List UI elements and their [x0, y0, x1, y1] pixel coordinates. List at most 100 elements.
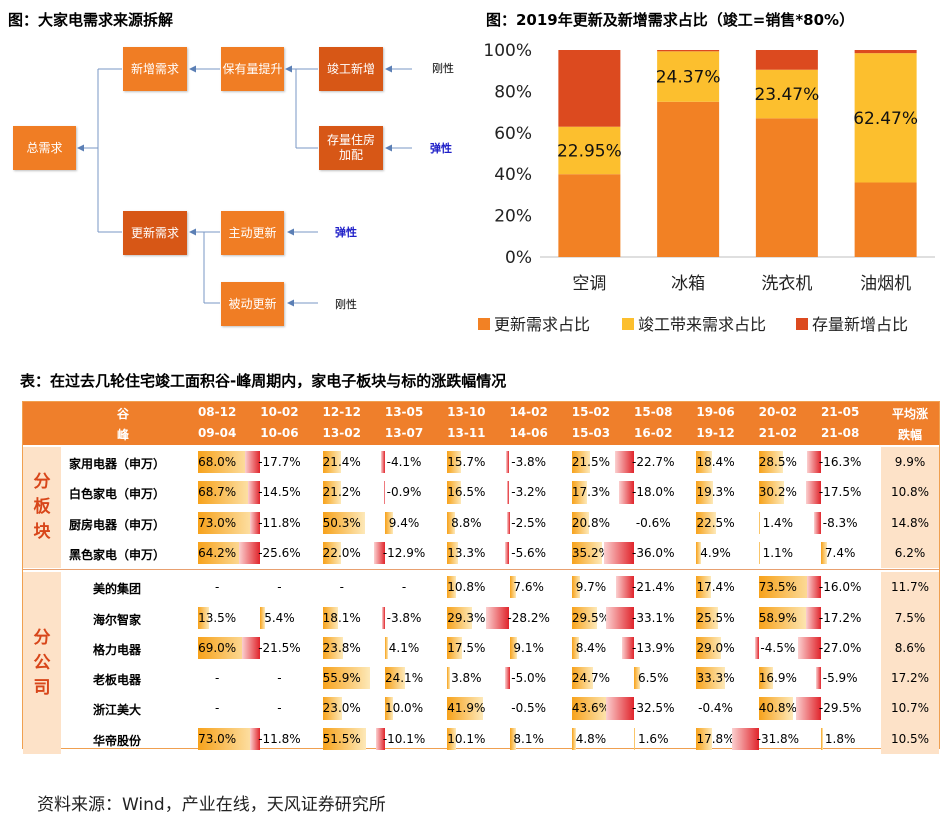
cell-value: -27.0% — [818, 640, 862, 655]
cell-value: 3.8% — [451, 671, 482, 686]
positive-bar — [447, 697, 483, 720]
positive-bar — [447, 667, 451, 690]
cell-value: -3.2% — [511, 485, 547, 500]
cell-avg: 8.6% — [894, 640, 926, 655]
positive-bar — [322, 697, 343, 720]
positive-bar — [447, 481, 462, 504]
cell-value: -0.6% — [635, 515, 671, 530]
row-name: 黑色家电（申万） — [69, 547, 166, 562]
header-bottom-cell: 21-08 — [820, 426, 860, 440]
negative-bar — [238, 541, 261, 565]
header-top-cell: 19-06 — [696, 405, 735, 419]
cell-value: 58.9% — [758, 610, 797, 625]
positive-bar — [571, 481, 587, 504]
negative-bar — [505, 667, 510, 690]
cell-value: 1.1% — [762, 545, 794, 560]
bar-segment — [854, 182, 917, 257]
cell-missing: - — [214, 580, 220, 595]
cell-value: 29.5% — [571, 610, 610, 625]
header-top-cell: 15-02 — [571, 405, 611, 419]
negative-bar — [381, 451, 385, 474]
positive-bar — [447, 451, 461, 474]
cell-avg: 10.8% — [890, 485, 930, 500]
cell-value: 22.0% — [322, 545, 361, 560]
group-separator — [23, 569, 939, 571]
bar-segment — [657, 50, 720, 52]
y-tick-label: 0% — [505, 248, 532, 268]
cell-value: 23.8% — [322, 640, 361, 655]
negative-bar — [376, 727, 385, 750]
negative-bar — [614, 451, 635, 474]
cell-value: 21.4% — [322, 455, 361, 469]
positive-bar — [821, 727, 823, 750]
cell-value: 9.4% — [388, 515, 420, 530]
positive-bar — [322, 667, 371, 690]
negative-bar — [798, 636, 821, 660]
positive-bar — [384, 697, 394, 720]
header-bottom-cell: 10-06 — [260, 426, 299, 440]
cell-avg: 6.2% — [894, 545, 926, 560]
cell-value: 9.7% — [575, 580, 607, 595]
positive-bar — [447, 541, 459, 565]
x-tick-label: 冰箱 — [671, 274, 705, 294]
cell-value: 35.2% — [571, 545, 610, 560]
bar-segment — [755, 69, 818, 119]
row-name: 家用电器（申万） — [69, 457, 166, 471]
bar-segment — [558, 126, 621, 175]
cell-value: 25.5% — [696, 610, 735, 625]
returns-table: 谷峰 08-12 09-04 10-02 10-06 12-12 13-02 13-05 13-… — [22, 401, 940, 754]
cell-value: -0.5% — [511, 701, 547, 716]
positive-bar — [634, 727, 636, 750]
header-top-cell: 10-02 — [260, 405, 299, 419]
cell-value: -12.9% — [382, 545, 426, 560]
cell-value: -21.5% — [258, 640, 301, 655]
positive-bar — [696, 576, 712, 599]
bar-segment — [558, 174, 621, 257]
positive-bar — [198, 606, 210, 629]
positive-bar — [758, 511, 760, 534]
table-title: 表：在过去几轮住宅竣工面积谷-峰周期内，家电子板块与标的涨跌幅情况 — [20, 372, 507, 390]
cell-missing: - — [277, 580, 282, 595]
label-elastic-stock: 弹性 — [430, 142, 452, 155]
legend-swatch — [796, 318, 808, 330]
negative-bar — [806, 606, 821, 629]
legend-swatch — [622, 318, 634, 330]
cell-missing: - — [277, 671, 282, 686]
cell-value: -4.1% — [386, 455, 422, 469]
positive-bar — [571, 697, 609, 720]
row-name: 厨房电器（申万） — [69, 517, 166, 532]
header-top-cell: 13-05 — [384, 405, 424, 419]
positive-bar — [322, 636, 343, 660]
cell-avg: 17.2% — [890, 671, 930, 686]
positive-bar — [322, 511, 366, 534]
header-bottom-cell: 09-04 — [197, 426, 237, 440]
header-top-cell: 平均涨 — [891, 407, 928, 421]
positive-bar — [509, 576, 516, 599]
cell-value: -3.8% — [511, 455, 547, 469]
cell-value: -8.3% — [822, 515, 858, 530]
negative-bar — [603, 541, 635, 565]
header-top-cell: 08-12 — [197, 405, 237, 419]
y-tick-label: 20% — [494, 207, 532, 227]
negative-bar — [384, 481, 385, 504]
positive-bar — [758, 606, 809, 629]
positive-bar — [571, 636, 579, 660]
negative-bar — [807, 576, 821, 599]
negative-bar — [633, 511, 635, 534]
cell-value: -11.8% — [258, 731, 301, 746]
label-rigid-passive: 刚性 — [335, 298, 357, 311]
positive-bar — [696, 481, 713, 504]
cell-value: -18.0% — [632, 485, 675, 500]
header-bottom-cell: 19-12 — [696, 426, 735, 440]
cell-value: 29.0% — [696, 640, 735, 655]
positive-bar — [322, 727, 367, 750]
negative-bar — [507, 511, 510, 534]
legend-label: 竣工带来需求占比 — [638, 315, 766, 334]
bar-segment — [854, 53, 917, 183]
positive-bar — [696, 451, 713, 474]
table-header — [23, 402, 939, 445]
cell-value: -3.8% — [386, 610, 422, 625]
header-bottom-cell: 跌幅 — [897, 428, 922, 442]
cell-value: 9.1% — [513, 640, 544, 655]
cell-avg: 7.5% — [894, 610, 926, 625]
